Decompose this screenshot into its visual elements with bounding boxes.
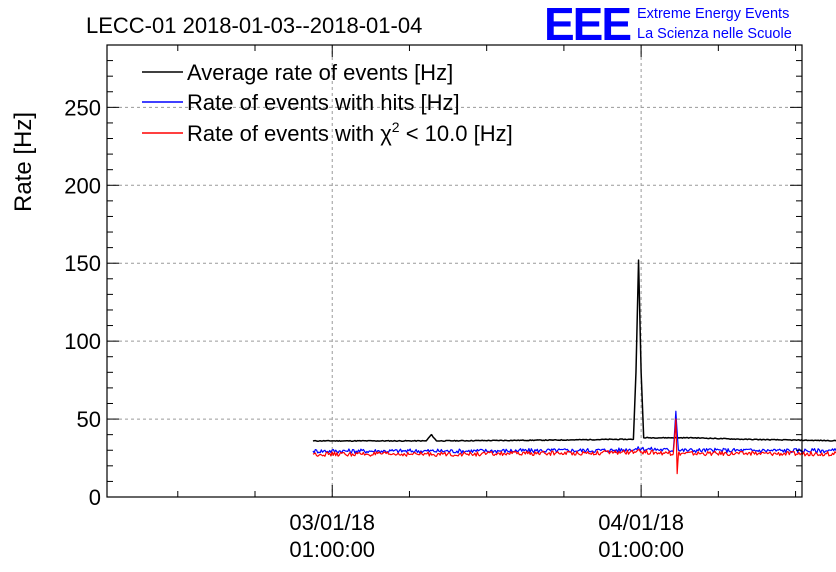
legend: Average rate of events [Hz] Rate of even… [142,60,513,146]
grid-lines [107,45,802,497]
series-line-hits [312,410,836,454]
legend-label-average: Average rate of events [Hz] [187,60,453,85]
legend-chi-superscript: 2 [392,119,400,135]
y-tick-label: 0 [89,485,101,510]
plot-frame [106,44,803,498]
x-tick-label-date: 03/01/18 [289,510,375,535]
y-tick-labels: 0 50 100 150 200 250 [64,95,101,510]
axis-ticks [107,44,802,498]
eee-logo: EEE Extreme Energy Events La Scienza nel… [544,0,792,50]
series-line-chi2 [312,418,836,475]
legend-label-hits: Rate of events with hits [Hz] [187,90,460,115]
y-axis-label: Rate [Hz] [10,112,37,212]
legend-chi2-prefix: Rate of events with [187,121,380,146]
chart-title: LECC-01 2018-01-03--2018-01-04 [86,13,422,38]
series-layer [312,259,836,475]
x-tick-label-time: 01:00:00 [598,537,684,562]
logo-line-1: Extreme Energy Events [637,6,789,22]
y-tick-label: 150 [64,251,101,276]
y-tick-label: 100 [64,329,101,354]
y-tick-label: 200 [64,173,101,198]
x-tick-label-time: 01:00:00 [289,537,375,562]
eee-logo-letters: EEE [544,0,630,50]
y-tick-label: 50 [77,407,101,432]
legend-label-chi2: Rate of events with χ2 < 10.0 [Hz] [187,119,513,146]
legend-chi2-suffix: < 10.0 [Hz] [400,121,513,146]
x-tick-label-date: 04/01/18 [598,510,684,535]
legend-chi-symbol: χ [380,121,392,146]
y-tick-label: 250 [64,95,101,120]
logo-line-2: La Scienza nelle Scuole [637,26,792,42]
series-line-average [312,259,836,442]
